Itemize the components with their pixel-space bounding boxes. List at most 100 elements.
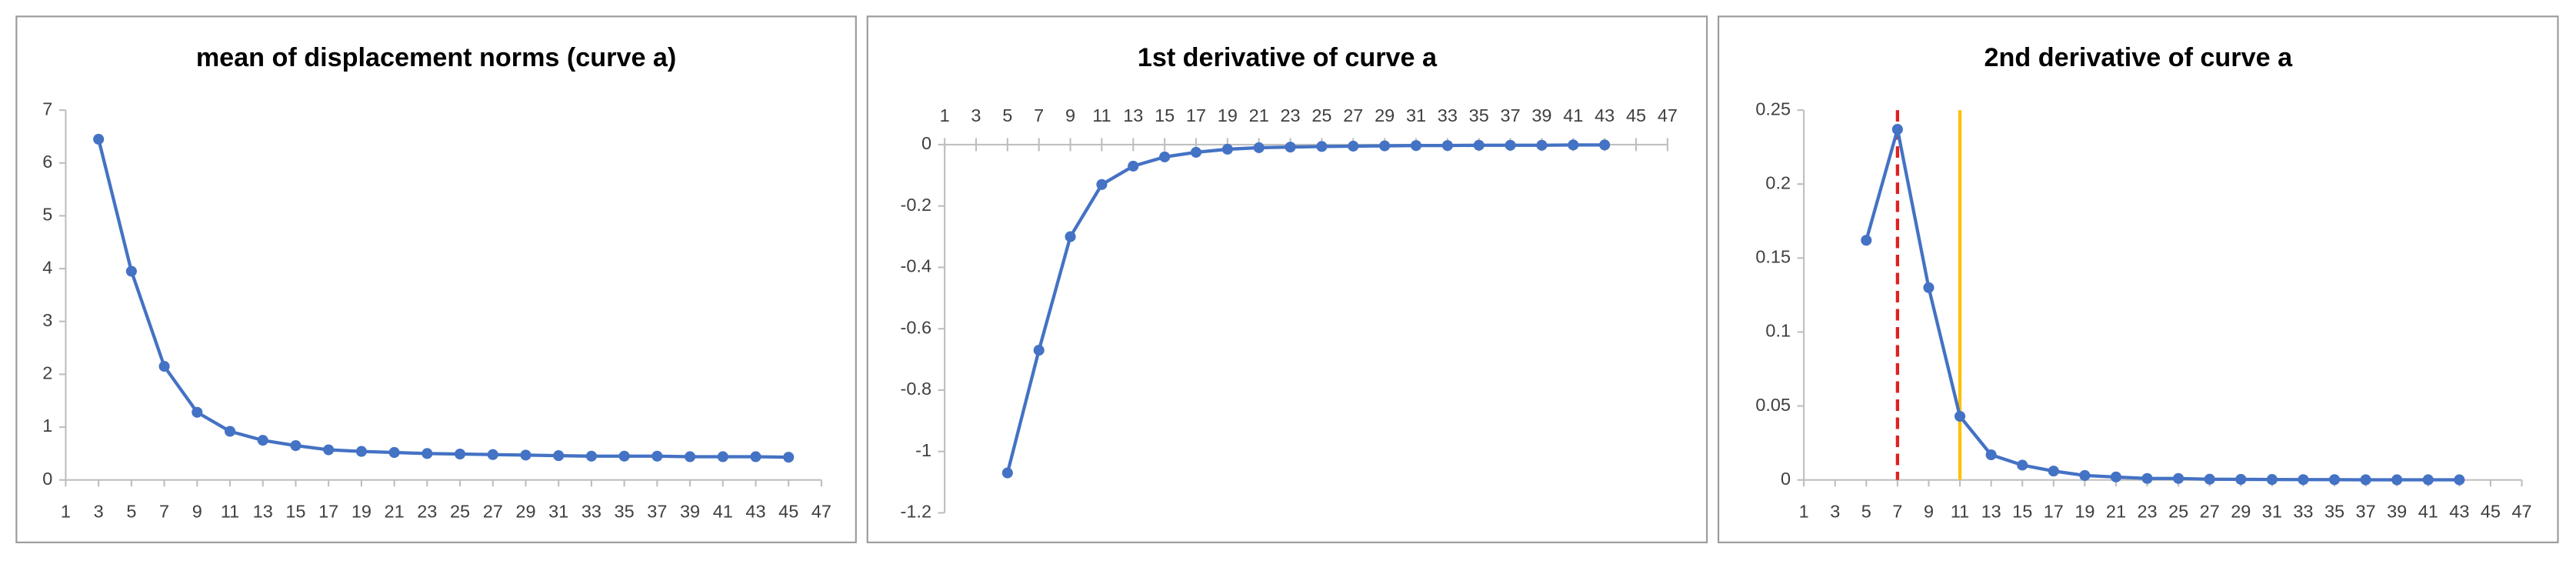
x-tick-label: 21	[1249, 105, 1269, 125]
data-point	[2391, 474, 2403, 486]
x-tick-label: 7	[159, 502, 169, 522]
y-tick-label: 6	[42, 152, 52, 172]
x-tick-label: 33	[1438, 105, 1458, 125]
x-tick-label: 29	[2231, 502, 2251, 522]
data-point	[355, 446, 367, 457]
x-tick-label: 15	[2012, 502, 2032, 522]
x-tick-label: 43	[745, 502, 765, 522]
x-tick-label: 21	[2106, 502, 2126, 522]
x-tick-label: 41	[2418, 502, 2438, 522]
x-tick-label: 25	[2168, 502, 2188, 522]
x-tick-label: 9	[1065, 105, 1075, 125]
x-tick-label: 19	[2074, 502, 2094, 522]
data-point	[1599, 139, 1611, 151]
y-tick-label: 0.25	[1755, 99, 1791, 119]
x-tick-label: 27	[1343, 105, 1363, 125]
data-point	[1285, 142, 1296, 153]
x-tick-label: 17	[318, 502, 338, 522]
data-point	[553, 450, 565, 462]
data-point	[1985, 449, 1997, 461]
chart-panel: 1st derivative of curve a -1.2 -1 -0.8 -0.6 -…	[866, 15, 1708, 543]
data-point	[2141, 472, 2153, 484]
x-tick-label: 15	[1155, 105, 1175, 125]
data-point	[487, 449, 498, 460]
x-tick-label: 33	[2293, 502, 2313, 522]
data-line	[97, 139, 789, 459]
x-tick-label: 39	[680, 502, 700, 522]
x-tick-label: 31	[2262, 502, 2282, 522]
x-tick-label: 5	[1002, 105, 1012, 125]
y-tick-label: 5	[42, 205, 52, 225]
data-point	[2235, 473, 2247, 485]
x-tick-label: 31	[1406, 105, 1426, 125]
data-point	[323, 444, 335, 456]
x-tick-label: 41	[713, 502, 733, 522]
x-tick-label: 13	[1981, 502, 2001, 522]
x-tick-label: 47	[2511, 502, 2531, 522]
x-tick-label: 25	[450, 502, 470, 522]
x-tick-label: 41	[1563, 105, 1583, 125]
chart-title: mean of displacement norms (curve a)	[196, 43, 677, 72]
x-tick-label: 17	[1186, 105, 1206, 125]
y-tick-label: 0	[42, 469, 52, 489]
y-tick-label: 0.1	[1765, 321, 1791, 341]
y-tick-label: -1	[915, 440, 931, 460]
x-tick-label: 7	[1034, 105, 1044, 125]
x-tick-label: 39	[1531, 105, 1551, 125]
data-point	[2173, 472, 2184, 484]
data-point	[2360, 474, 2371, 486]
data-point	[1923, 282, 1934, 293]
x-tick-label: 47	[1658, 105, 1678, 125]
data-point	[1536, 139, 1548, 151]
x-tick-label: 37	[647, 502, 667, 522]
x-tick-label: 35	[2324, 502, 2344, 522]
data-point	[1190, 146, 1202, 158]
data-point	[1253, 142, 1265, 153]
x-tick-label: 23	[417, 502, 437, 522]
x-tick-label: 3	[94, 502, 104, 522]
data-point	[2017, 459, 2028, 471]
data-point	[585, 450, 597, 462]
x-tick-label: 37	[2356, 502, 2376, 522]
x-tick-label: 19	[1218, 105, 1238, 125]
data-point	[422, 448, 433, 459]
data-point	[93, 133, 105, 145]
data-point	[2298, 474, 2309, 486]
data-point	[2110, 471, 2122, 483]
x-tick-label: 11	[1092, 105, 1111, 125]
x-tick-label: 39	[2387, 502, 2407, 522]
x-tick-label: 35	[615, 502, 635, 522]
y-tick-label: -0.4	[901, 256, 931, 276]
data-point	[290, 439, 302, 452]
x-tick-label: 43	[2449, 502, 2469, 522]
data-point	[1473, 139, 1485, 151]
data-point	[2204, 473, 2215, 485]
data-point	[1505, 139, 1516, 151]
y-tick-label: 0.15	[1755, 247, 1791, 267]
data-point	[1441, 140, 1453, 152]
data-point	[750, 451, 761, 462]
panel-frame	[15, 15, 857, 543]
x-tick-label: 13	[253, 502, 273, 522]
x-tick-label: 5	[126, 502, 136, 522]
data-point	[1316, 141, 1328, 152]
data-point	[1861, 235, 1872, 246]
x-tick-label: 35	[1469, 105, 1489, 125]
y-tick-label: 0.05	[1755, 395, 1791, 415]
data-point	[2454, 474, 2465, 486]
x-tick-label: 1	[940, 105, 950, 125]
x-tick-label: 5	[1861, 502, 1871, 522]
data-point	[651, 450, 663, 462]
x-tick-label: 29	[515, 502, 535, 522]
panel-frame	[866, 15, 1708, 543]
x-tick-label: 3	[971, 105, 981, 125]
x-tick-label: 1	[1799, 502, 1809, 522]
y-tick-label: 1	[42, 416, 52, 436]
data-point	[1159, 151, 1171, 162]
data-point	[1954, 410, 1966, 422]
x-tick-label: 17	[2044, 502, 2064, 522]
data-point	[1033, 345, 1045, 356]
data-point	[1001, 467, 1013, 479]
data-point	[2048, 466, 2059, 477]
